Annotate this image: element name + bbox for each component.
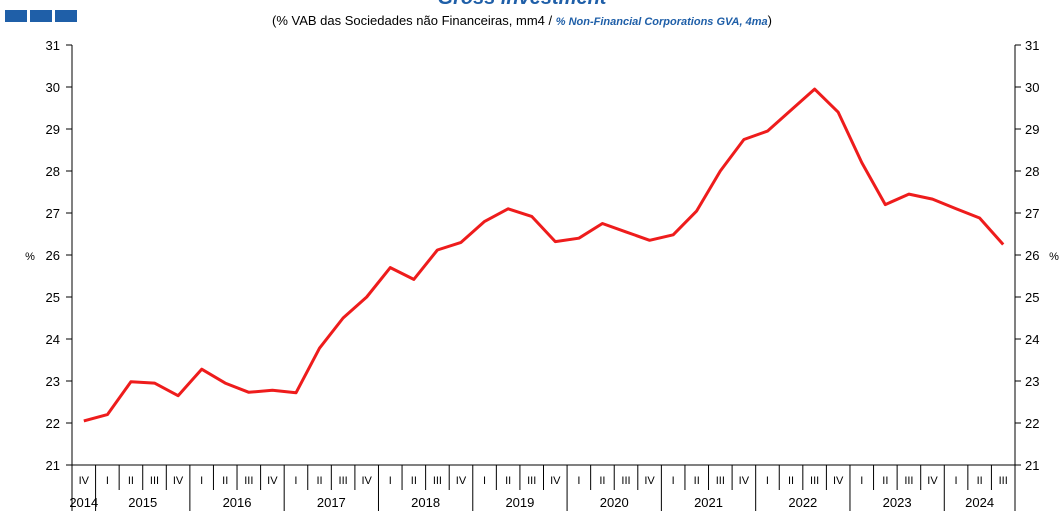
x-tick-label: I: [672, 475, 675, 487]
x-tick-label: IV: [79, 475, 90, 487]
y-tick-label: 22: [46, 416, 60, 431]
y-tick-label: 24: [46, 332, 60, 347]
x-year-label: 2014: [69, 495, 98, 510]
logo-block: [30, 10, 52, 22]
x-year-label: 2018: [411, 495, 440, 510]
y-tick-label: 26: [46, 248, 60, 263]
x-tick-label: III: [716, 475, 725, 487]
y-tick-label: 25: [46, 290, 60, 305]
chart-title: Gross investment: [438, 0, 608, 9]
y-tick-label: 23: [46, 374, 60, 389]
x-tick-label: II: [316, 475, 322, 487]
x-tick-label: IV: [739, 475, 750, 487]
y2-axis-label: %: [1049, 251, 1059, 263]
x-tick-label: I: [577, 475, 580, 487]
y2-tick-label: 21: [1025, 458, 1039, 473]
y2-tick-label: 26: [1025, 248, 1039, 263]
x-year-label: 2017: [317, 495, 346, 510]
subtitle-end: ): [768, 13, 772, 28]
y2-tick-label: 30: [1025, 80, 1039, 95]
x-tick-label: III: [244, 475, 253, 487]
x-tick-label: II: [222, 475, 228, 487]
y-tick-label: 31: [46, 38, 60, 53]
x-year-label: 2015: [128, 495, 157, 510]
x-tick-label: IV: [267, 475, 278, 487]
x-tick-label: II: [977, 475, 983, 487]
x-tick-label: II: [882, 475, 888, 487]
y2-tick-label: 22: [1025, 416, 1039, 431]
y2-tick-label: 27: [1025, 206, 1039, 221]
x-year-label: 2024: [965, 495, 994, 510]
logo-block: [5, 10, 27, 22]
x-tick-label: III: [904, 475, 913, 487]
x-tick-label: I: [106, 475, 109, 487]
x-tick-label: I: [294, 475, 297, 487]
x-tick-label: IV: [456, 475, 467, 487]
y-tick-label: 30: [46, 80, 60, 95]
x-tick-label: IV: [644, 475, 655, 487]
x-year-label: 2021: [694, 495, 723, 510]
y-tick-label: 29: [46, 122, 60, 137]
chart-subtitle: (% VAB das Sociedades não Financeiras, m…: [272, 13, 772, 28]
x-tick-label: II: [788, 475, 794, 487]
y2-tick-label: 28: [1025, 164, 1039, 179]
x-tick-label: IV: [833, 475, 844, 487]
x-tick-label: III: [339, 475, 348, 487]
subtitle-en: % Non-Financial Corporations GVA, 4ma: [556, 16, 768, 28]
x-tick-label: III: [527, 475, 536, 487]
x-tick-label: I: [766, 475, 769, 487]
x-tick-label: I: [483, 475, 486, 487]
y2-tick-label: 25: [1025, 290, 1039, 305]
x-tick-label: II: [505, 475, 511, 487]
x-tick-label: II: [599, 475, 605, 487]
logo-block: [55, 10, 77, 22]
y-tick-label: 21: [46, 458, 60, 473]
x-year-label: 2023: [883, 495, 912, 510]
x-year-label: 2016: [223, 495, 252, 510]
x-tick-label: IV: [550, 475, 561, 487]
x-tick-label: I: [860, 475, 863, 487]
x-tick-label: IV: [927, 475, 938, 487]
subtitle-pt: (% VAB das Sociedades não Financeiras, m…: [272, 13, 553, 28]
y-axis-label: %: [25, 251, 35, 263]
x-year-label: 2019: [505, 495, 534, 510]
x-tick-label: III: [150, 475, 159, 487]
y2-tick-label: 29: [1025, 122, 1039, 137]
x-tick-label: II: [411, 475, 417, 487]
y2-tick-label: 31: [1025, 38, 1039, 53]
x-tick-label: IV: [361, 475, 372, 487]
y-tick-label: 27: [46, 206, 60, 221]
x-tick-label: III: [621, 475, 630, 487]
y2-tick-label: 23: [1025, 374, 1039, 389]
x-tick-label: III: [999, 475, 1008, 487]
x-tick-label: III: [810, 475, 819, 487]
x-tick-label: I: [200, 475, 203, 487]
x-tick-label: II: [128, 475, 134, 487]
x-year-label: 2022: [788, 495, 817, 510]
y2-tick-label: 24: [1025, 332, 1039, 347]
x-tick-label: IV: [173, 475, 184, 487]
x-tick-label: III: [433, 475, 442, 487]
x-tick-label: I: [955, 475, 958, 487]
x-tick-label: I: [389, 475, 392, 487]
x-year-label: 2020: [600, 495, 629, 510]
x-tick-label: II: [694, 475, 700, 487]
data-line: [83, 87, 1005, 423]
y-tick-label: 28: [46, 164, 60, 179]
